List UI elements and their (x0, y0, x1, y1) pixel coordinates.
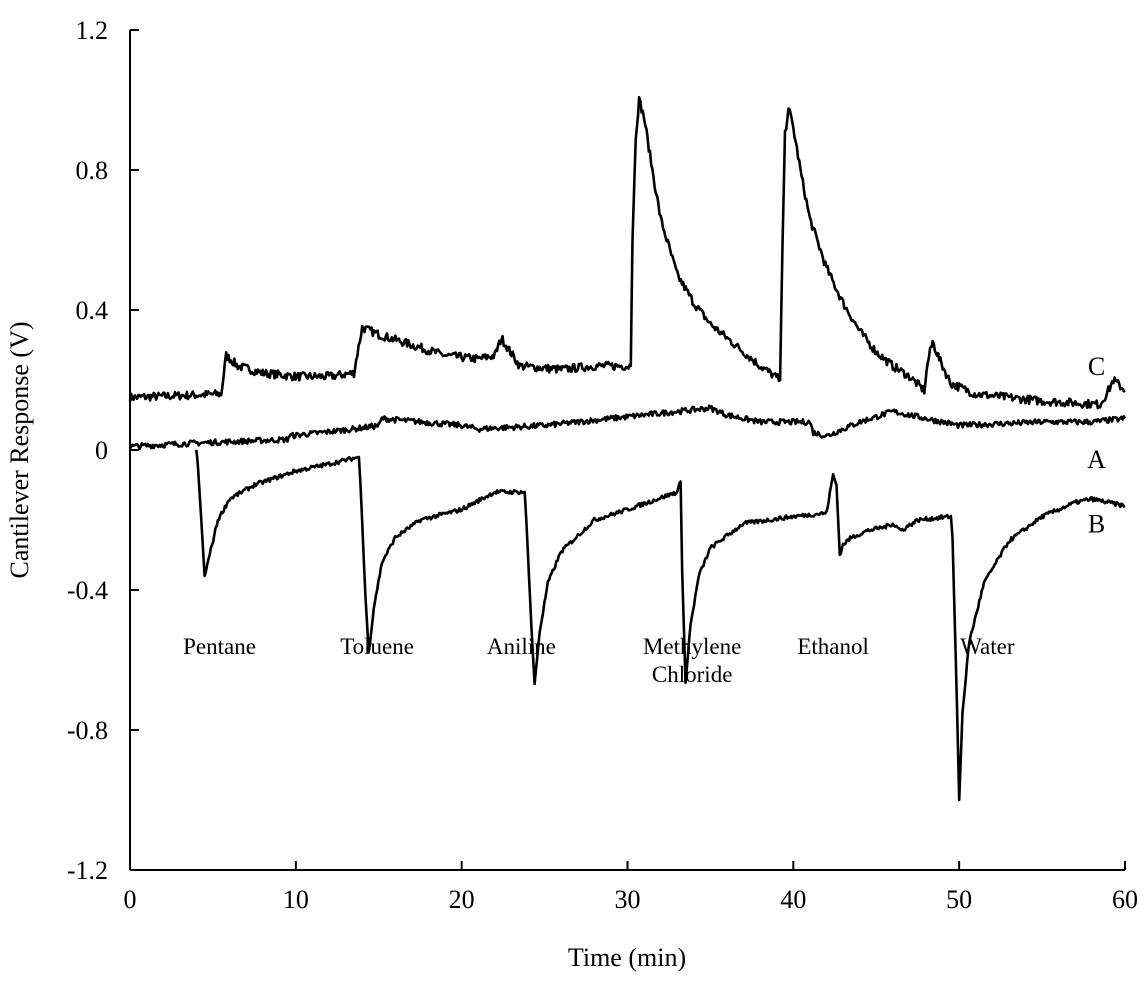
y-tick-label: 0.4 (76, 296, 109, 325)
solvent-annotation: Toluene (340, 634, 414, 659)
x-tick-label: 0 (124, 885, 137, 914)
axes (129, 30, 1125, 871)
x-tick-label: 50 (946, 885, 972, 914)
y-tick-label: 1.2 (76, 16, 109, 45)
y-tick-label: -0.4 (67, 576, 108, 605)
solvent-annotation-line: Pentane (183, 634, 256, 659)
series-c-line (128, 95, 1126, 410)
series-b-label: B (1088, 510, 1105, 539)
solvent-annotation-line: Methylene (643, 634, 741, 659)
x-axis-label: Time (min) (568, 943, 686, 972)
ticks: 0 10 20 30 40 50 60 1.2 0.8 0.4 0 -0.4 -0.8 -1.2 (67, 16, 1138, 914)
series-a-line (128, 404, 1127, 451)
solvent-annotation-line: Aniline (487, 634, 556, 659)
solvent-annotation: Methylene Chloride (643, 634, 741, 687)
solvent-annotation: Water (960, 634, 1015, 659)
series-a-label: A (1087, 445, 1106, 474)
series-layer (128, 95, 1127, 802)
x-tick-label: 10 (283, 885, 309, 914)
solvent-annotation: Pentane (183, 634, 256, 659)
y-tick-label: 0.8 (76, 156, 109, 185)
y-tick-label: 0 (95, 436, 108, 465)
y-tick-label: -0.8 (67, 716, 108, 745)
labels-layer: C A B Pentane Toluene Aniline Methylene Chlorid… (183, 352, 1106, 687)
series-c-label: C (1088, 352, 1105, 381)
y-tick-label: -1.2 (67, 856, 108, 885)
solvent-annotation-line: Water (960, 634, 1015, 659)
x-tick-label: 20 (449, 885, 475, 914)
solvent-annotation: Ethanol (797, 634, 869, 659)
x-tick-label: 60 (1112, 885, 1138, 914)
x-tick-label: 30 (615, 885, 641, 914)
solvent-annotation: Aniline (487, 634, 556, 659)
solvent-annotation-line: Toluene (340, 634, 414, 659)
series-b-line (195, 449, 1126, 802)
solvent-annotation-line: Ethanol (797, 634, 869, 659)
x-tick-label: 40 (780, 885, 806, 914)
y-axis-label: Cantilever Response (V) (5, 321, 34, 578)
solvent-annotation-line: Chloride (652, 662, 733, 687)
